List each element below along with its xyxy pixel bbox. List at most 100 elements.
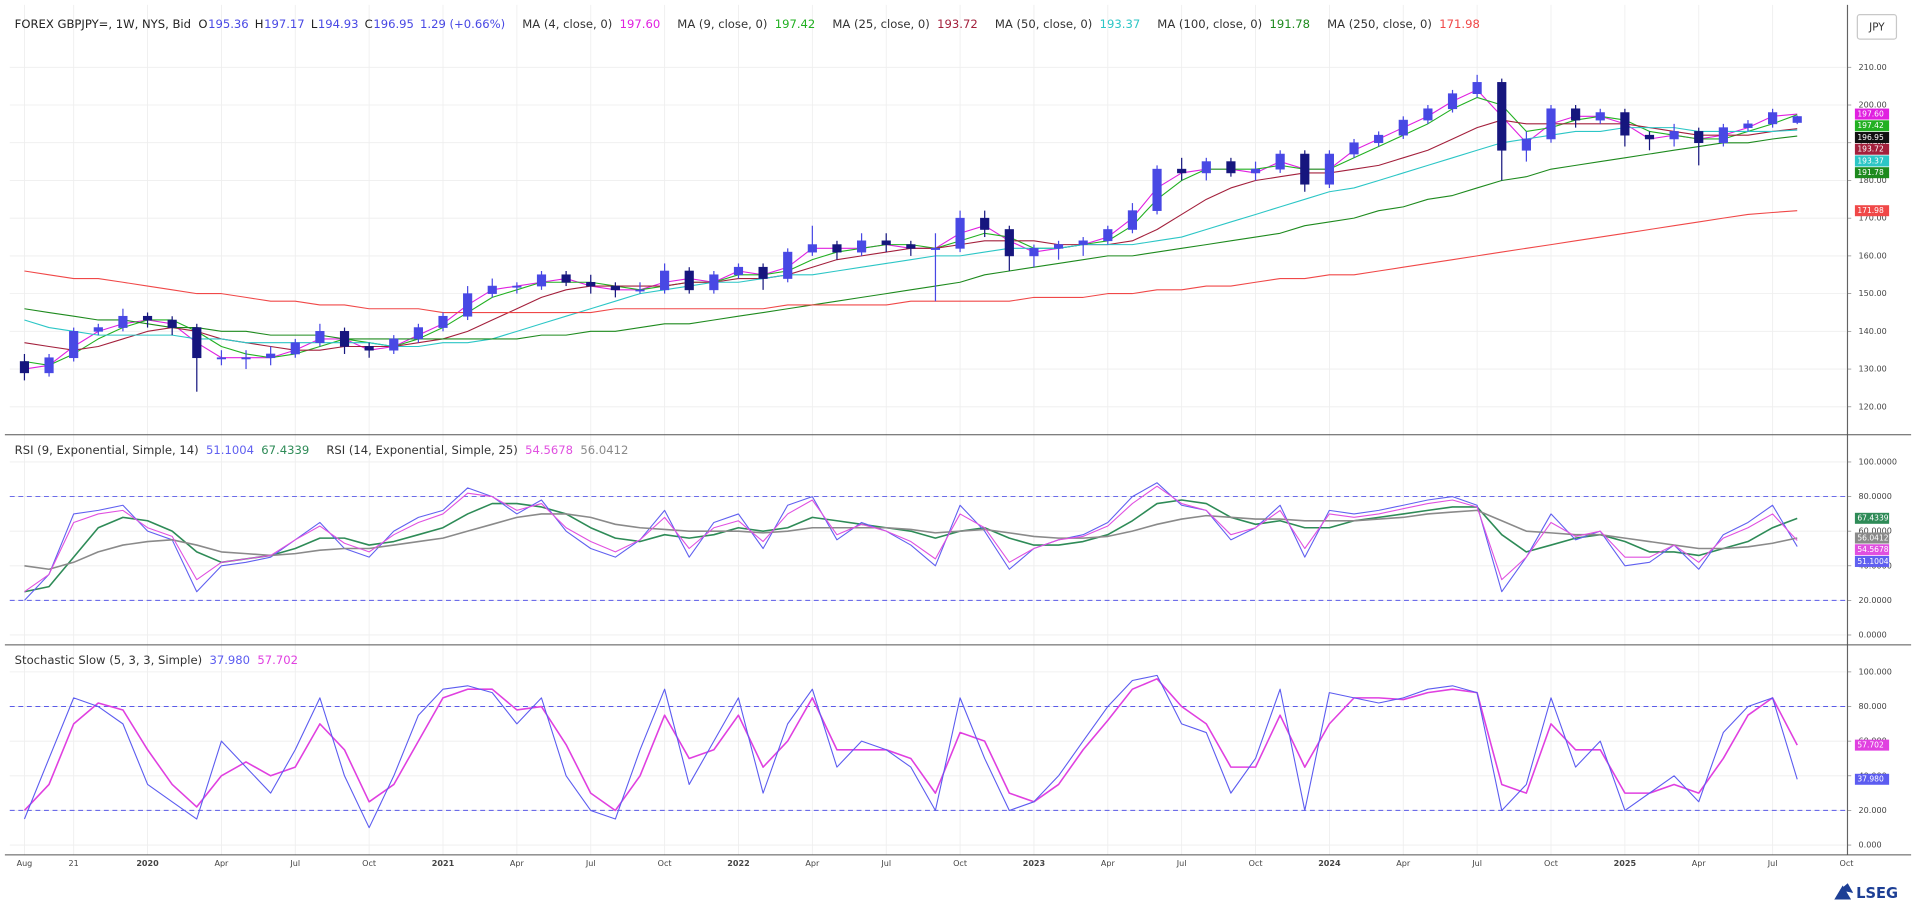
- x-tick-label: 2025: [1614, 859, 1637, 868]
- legend-signal-value: 57.702: [257, 653, 298, 667]
- candle-body: [832, 244, 842, 253]
- legend-value: 54.5678: [525, 443, 573, 457]
- y-tick-label: 0.0000: [1859, 630, 1887, 639]
- y-tick-label: 130.00: [1859, 365, 1887, 374]
- value-tag-label: 191.78: [1857, 168, 1884, 177]
- candle-body: [1718, 127, 1728, 144]
- candle-body: [733, 266, 744, 276]
- x-tick-label: Apr: [1396, 859, 1411, 868]
- legend-value: 193.72: [937, 17, 978, 31]
- legend-name: MA (250, close, 0): [1327, 17, 1432, 31]
- candle-body: [44, 357, 54, 374]
- x-tick-label: Oct: [1249, 859, 1263, 868]
- legend-name: MA (9, close, 0): [677, 17, 767, 31]
- y-tick-label: 100.0000: [1859, 457, 1897, 466]
- x-tick-label: Jul: [880, 859, 891, 868]
- candle-body: [315, 331, 325, 343]
- grid: [9, 4, 1852, 855]
- currency-box[interactable]: [1856, 14, 1898, 40]
- y-tick-label: 140.00: [1859, 327, 1887, 336]
- y-tick-label: 80.000: [1859, 702, 1887, 711]
- x-tick-label: Oct: [1840, 859, 1854, 868]
- legend-signal-value: 67.4339: [261, 443, 309, 457]
- candle-body: [783, 251, 793, 279]
- candle-body: [930, 248, 941, 250]
- candle-body: [1103, 229, 1113, 242]
- legend-name: MA (4, close, 0): [522, 17, 612, 31]
- candle-body: [807, 244, 817, 253]
- signal-line: [24, 499, 1798, 593]
- candle-body: [1177, 168, 1187, 174]
- x-tick-label: 2020: [136, 859, 159, 868]
- indicator-line: [24, 482, 1798, 601]
- candle-body: [339, 331, 350, 347]
- candle-body: [610, 285, 620, 291]
- x-tick-label: Jul: [1767, 859, 1778, 868]
- candle-body: [1571, 108, 1581, 121]
- candle-body: [1546, 108, 1556, 140]
- symbol: FOREX GBPJPY=, 1W, NYS, Bid: [15, 17, 191, 31]
- value-tag-label: 193.37: [1857, 156, 1884, 165]
- value-tag: [1854, 155, 1890, 167]
- ohlc-label: C: [365, 17, 373, 31]
- x-tick-label: Apr: [1692, 859, 1707, 868]
- candle-body: [1497, 82, 1507, 151]
- signal-line: [24, 509, 1798, 571]
- y-tick-label: 160.00: [1859, 251, 1887, 260]
- y-tick-label: 180.00: [1859, 176, 1887, 185]
- y-tick-label: 150.00: [1859, 289, 1887, 298]
- x-tick-label: Apr: [510, 859, 525, 868]
- candle-body: [684, 270, 694, 291]
- candle-body: [536, 274, 547, 287]
- candle-body: [857, 240, 867, 253]
- ohlc-value: 195.36: [208, 17, 249, 31]
- value-tag-label: 57.702: [1857, 740, 1884, 749]
- legend-value: 193.37: [1100, 17, 1141, 31]
- candle-body: [1349, 142, 1359, 155]
- candle-body: [1423, 108, 1433, 121]
- x-tick-label: Jul: [289, 859, 300, 868]
- candle-body: [1620, 112, 1630, 136]
- candle-body: [290, 342, 300, 355]
- value-tag: [1854, 167, 1890, 179]
- value-tag: [1854, 108, 1890, 120]
- x-tick-label: Oct: [658, 859, 672, 868]
- legend-name: MA (25, close, 0): [832, 17, 929, 31]
- value-tag-label: 67.4339: [1857, 514, 1888, 523]
- x-tick-label: Aug: [17, 859, 33, 868]
- candle-body: [1226, 161, 1236, 174]
- candle-body: [1250, 168, 1261, 174]
- legend-name: Stochastic Slow (5, 3, 3, Simple): [15, 653, 202, 667]
- y-tick-label: 210.00: [1859, 63, 1887, 72]
- x-tick-label: 2022: [727, 859, 749, 868]
- y-tick-label: 0.000: [1859, 841, 1882, 850]
- value-tag-label: 196.95: [1857, 133, 1884, 142]
- candle-body: [660, 270, 670, 291]
- x-tick-label: Oct: [362, 859, 376, 868]
- candle-body: [758, 266, 768, 279]
- y-tick-label: 20.000: [1859, 806, 1887, 815]
- candle-body: [1275, 153, 1285, 170]
- candle-body: [1472, 82, 1482, 94]
- candle-body: [1152, 168, 1162, 211]
- candle-body: [1521, 138, 1531, 151]
- value-tag-label: 197.42: [1857, 121, 1884, 130]
- value-tag: [1854, 555, 1890, 567]
- candle-body: [1029, 248, 1039, 257]
- candle-body: [266, 353, 276, 359]
- value-tag-label: 197.60: [1857, 109, 1884, 118]
- ohlc-label: O: [198, 17, 207, 31]
- indicator-line: [23, 674, 1798, 829]
- ohlc-value: 197.17: [264, 17, 305, 31]
- candle-body: [216, 357, 226, 360]
- candle-body: [1768, 112, 1778, 125]
- value-tag: [1854, 773, 1890, 785]
- candle-body: [1743, 123, 1753, 128]
- ohlc-value: 194.93: [318, 17, 359, 31]
- candle-body: [635, 289, 645, 292]
- currency: JPY: [1868, 21, 1885, 33]
- value-tag-label: 171.98: [1857, 206, 1884, 215]
- value-tag-label: 37.980: [1857, 775, 1884, 784]
